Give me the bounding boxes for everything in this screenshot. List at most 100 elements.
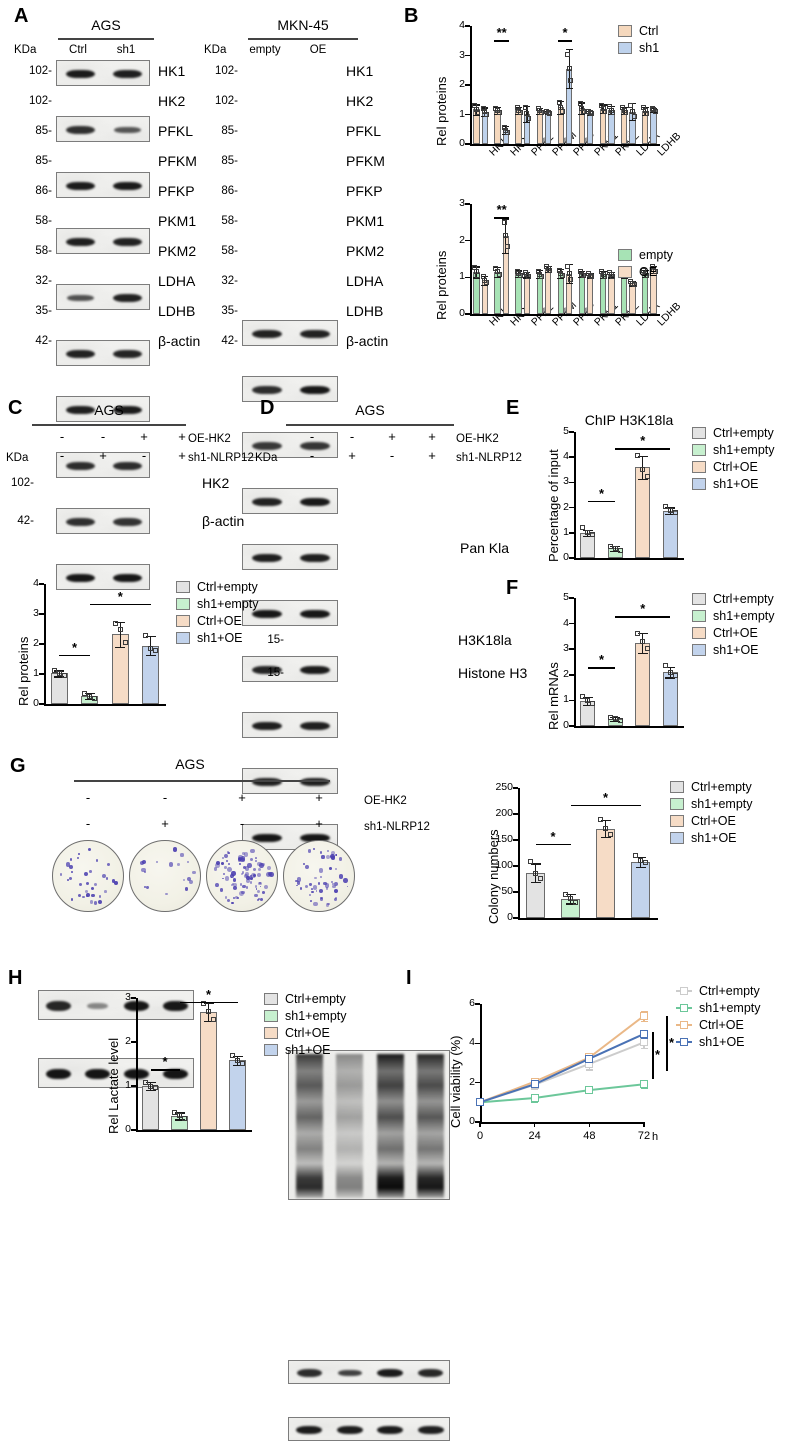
x-tick bbox=[533, 1122, 536, 1127]
bar-empty-PFKP bbox=[557, 273, 564, 314]
x-tick-label: 24 bbox=[528, 1130, 541, 1142]
error-cap-top bbox=[582, 697, 593, 699]
blot-band bbox=[112, 237, 143, 247]
legend-label: Ctrl+empty bbox=[699, 984, 760, 998]
data-point bbox=[644, 110, 650, 116]
data-point bbox=[235, 1057, 240, 1063]
data-point bbox=[640, 466, 646, 472]
y-tick-label: 2 bbox=[33, 637, 39, 649]
significance-bracket bbox=[666, 1015, 668, 1071]
legend-swatch bbox=[176, 615, 190, 627]
panel-g-cond-r2-c2: + bbox=[161, 816, 169, 831]
error-cap-bottom bbox=[523, 121, 531, 124]
colony-spot bbox=[256, 873, 261, 877]
colony-spot bbox=[268, 872, 272, 877]
legend-row: Ctrl+empty bbox=[676, 984, 761, 998]
significance-bar bbox=[587, 500, 616, 503]
x-tick-label: PFKP bbox=[571, 301, 599, 329]
colony-spot bbox=[223, 853, 229, 858]
legend-swatch bbox=[176, 632, 190, 644]
line-sh1+empty bbox=[479, 1083, 645, 1104]
colony-spot bbox=[146, 886, 149, 889]
blot-kda-HK2: 102- bbox=[214, 95, 238, 107]
panel-f-letter: F bbox=[506, 577, 519, 599]
data-point bbox=[623, 109, 629, 115]
legend-row: sh1 bbox=[618, 41, 659, 55]
error-bar bbox=[58, 670, 60, 677]
error-cap-bottom bbox=[565, 283, 573, 285]
legend-label: sh1+OE bbox=[713, 477, 759, 491]
blot-band bbox=[87, 1002, 108, 1010]
colony-spot bbox=[259, 897, 263, 901]
colony-spot bbox=[79, 883, 83, 887]
colony-spot bbox=[332, 883, 334, 885]
legend-row: sh1+empty bbox=[676, 1001, 761, 1015]
legend-swatch bbox=[692, 627, 706, 639]
colony-spot bbox=[326, 903, 330, 907]
y-tick bbox=[475, 1081, 480, 1084]
significance-bar bbox=[179, 1001, 238, 1004]
panel-d-cond-row-2-label: sh1-NLRP12 bbox=[456, 452, 522, 464]
error-bar bbox=[178, 1112, 181, 1120]
y-axis bbox=[44, 584, 46, 704]
data-point bbox=[51, 667, 57, 673]
data-point bbox=[526, 116, 532, 122]
colony-spot bbox=[89, 869, 92, 873]
error-cap-top bbox=[530, 863, 541, 865]
bar-Ctrl+OE bbox=[595, 828, 616, 918]
bar-empty-PKM2 bbox=[599, 274, 607, 314]
error-cap-bottom bbox=[145, 1089, 156, 1092]
error-cap-top bbox=[665, 667, 676, 669]
y-tick bbox=[569, 622, 574, 625]
data-point bbox=[122, 640, 128, 645]
legend-swatch bbox=[264, 1027, 278, 1039]
colony-spot bbox=[229, 874, 234, 878]
colony-spot bbox=[95, 859, 99, 862]
data-point bbox=[566, 66, 572, 72]
blot-band bbox=[251, 497, 283, 507]
error-cap-bottom bbox=[174, 1119, 185, 1121]
colony-spot bbox=[254, 894, 258, 898]
legend-row: sh1+empty bbox=[692, 609, 775, 623]
significance-bracket bbox=[652, 1031, 654, 1079]
bar-Ctrl+OE bbox=[200, 1012, 217, 1130]
data-point bbox=[635, 452, 641, 458]
data-point bbox=[580, 693, 586, 699]
blot-target-PKM1: PKM1 bbox=[346, 213, 385, 229]
panel-c-cond-r1-c2: - bbox=[100, 429, 106, 444]
x-tick-label: 0 bbox=[476, 1130, 484, 1142]
x-axis bbox=[574, 558, 684, 560]
x-tick-label: PFKM bbox=[549, 129, 579, 159]
significance-star: ** bbox=[496, 25, 507, 41]
y-tick bbox=[475, 1121, 480, 1123]
y-tick-label: 1 bbox=[33, 667, 39, 679]
panel-e-chart: 0 1 2 3 4 5 * * Ctrl+empty sh1+empty Ctrl+OE sh1+OE… bbox=[546, 412, 775, 563]
panel-b-chart-mkn45: 0 1 2 3 HK1HK2PFKLPFKMPFKPPKM1PKM2LDHALDHB **… bbox=[434, 197, 684, 329]
blot-kda-PKM2: 58- bbox=[35, 245, 52, 257]
colony-spot bbox=[250, 877, 254, 880]
legend-label: sh1+OE bbox=[197, 631, 243, 645]
y-tick-label: 0 bbox=[459, 307, 465, 319]
significance-star: * bbox=[669, 1035, 675, 1051]
blot-kda-PKM1: 58- bbox=[221, 215, 238, 227]
colony-dish-4 bbox=[283, 840, 355, 912]
blot-band bbox=[112, 349, 143, 359]
data-point bbox=[117, 626, 123, 632]
legend-label: Ctrl+empty bbox=[691, 780, 752, 794]
colony-spot bbox=[76, 856, 80, 859]
colony-spot bbox=[257, 890, 261, 894]
y-tick-label: 1 bbox=[125, 1079, 131, 1091]
data-point bbox=[652, 268, 658, 274]
data-point bbox=[598, 816, 603, 822]
panel-b-letter: B bbox=[404, 5, 419, 27]
significance-star: ** bbox=[496, 202, 507, 218]
error-cap-top bbox=[565, 894, 576, 896]
error-cap-top bbox=[502, 218, 510, 220]
panel-g-cond-row-1-label: OE-HK2 bbox=[364, 795, 407, 807]
legend-swatch bbox=[692, 644, 706, 656]
legend-swatch bbox=[692, 444, 706, 456]
significance-bar bbox=[494, 217, 509, 219]
panel-d-letter: D bbox=[260, 397, 275, 419]
colony-spot bbox=[325, 854, 331, 859]
panel-a-blot2-lane-2: OE bbox=[309, 44, 327, 56]
